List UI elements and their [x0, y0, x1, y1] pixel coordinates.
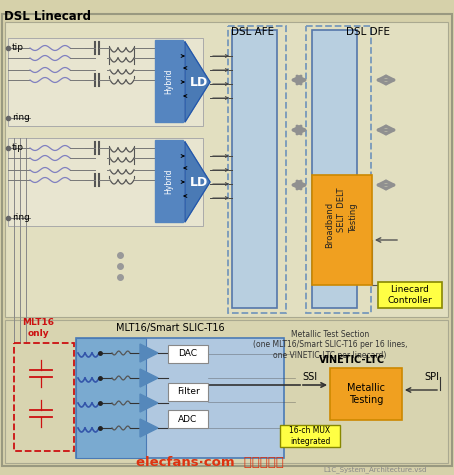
Text: MLT16/Smart SLIC-T16: MLT16/Smart SLIC-T16: [116, 323, 224, 333]
Text: DSL Linecard: DSL Linecard: [4, 10, 91, 23]
Text: LD: LD: [190, 76, 208, 88]
Bar: [14, 343, 74, 451]
Bar: [76, 338, 284, 458]
Text: tip: tip: [12, 44, 24, 53]
Text: ring: ring: [12, 213, 30, 222]
Text: Metallic
Testing: Metallic Testing: [347, 383, 385, 405]
Text: Broadband: Broadband: [326, 202, 335, 248]
Text: SPI: SPI: [424, 372, 439, 382]
Text: SELT  DELT: SELT DELT: [337, 188, 346, 232]
Bar: [228, 26, 286, 313]
Text: VINETIC-LTC: VINETIC-LTC: [319, 355, 385, 365]
Bar: [232, 30, 277, 308]
Bar: [306, 26, 371, 313]
Text: DSL DFE: DSL DFE: [346, 27, 390, 37]
Bar: [8, 138, 203, 226]
Bar: [155, 140, 183, 222]
Text: tip: tip: [12, 143, 24, 152]
Text: Linecard
Controller: Linecard Controller: [388, 285, 432, 304]
Text: elecfans·com  电子发烧友: elecfans·com 电子发烧友: [136, 456, 284, 468]
Bar: [312, 175, 372, 285]
Polygon shape: [185, 142, 210, 222]
Polygon shape: [140, 419, 158, 437]
Bar: [330, 368, 402, 420]
Bar: [155, 40, 183, 122]
Text: 16-ch MUX
integrated: 16-ch MUX integrated: [290, 426, 331, 446]
Text: Testing: Testing: [350, 203, 359, 233]
Bar: [8, 38, 203, 126]
Polygon shape: [185, 42, 210, 122]
Polygon shape: [140, 394, 158, 412]
Bar: [168, 345, 208, 363]
Bar: [168, 383, 208, 401]
Polygon shape: [140, 369, 158, 387]
Bar: [378, 282, 442, 308]
Text: DAC: DAC: [178, 350, 197, 359]
Text: L1C_System_Architecture.vsd: L1C_System_Architecture.vsd: [323, 466, 427, 474]
Bar: [280, 425, 340, 447]
Text: SSI: SSI: [302, 372, 317, 382]
Bar: [76, 338, 146, 458]
Bar: [5, 22, 448, 317]
Text: Filter: Filter: [177, 388, 199, 397]
Bar: [5, 320, 448, 463]
Bar: [312, 30, 357, 308]
Text: ring: ring: [12, 114, 30, 123]
Text: Hybrid: Hybrid: [164, 68, 173, 94]
Text: Metallic Test Section
(one MLT16/Smart SLIC-T16 per 16 lines,
one VINETIC-LTC pe: Metallic Test Section (one MLT16/Smart S…: [253, 330, 407, 360]
Polygon shape: [140, 344, 158, 362]
Text: MLT16
only: MLT16 only: [22, 318, 54, 338]
Text: DSL AFE: DSL AFE: [232, 27, 275, 37]
Text: ADC: ADC: [178, 415, 197, 424]
Bar: [168, 410, 208, 428]
Text: LD: LD: [190, 175, 208, 189]
Text: Hybrid: Hybrid: [164, 168, 173, 194]
